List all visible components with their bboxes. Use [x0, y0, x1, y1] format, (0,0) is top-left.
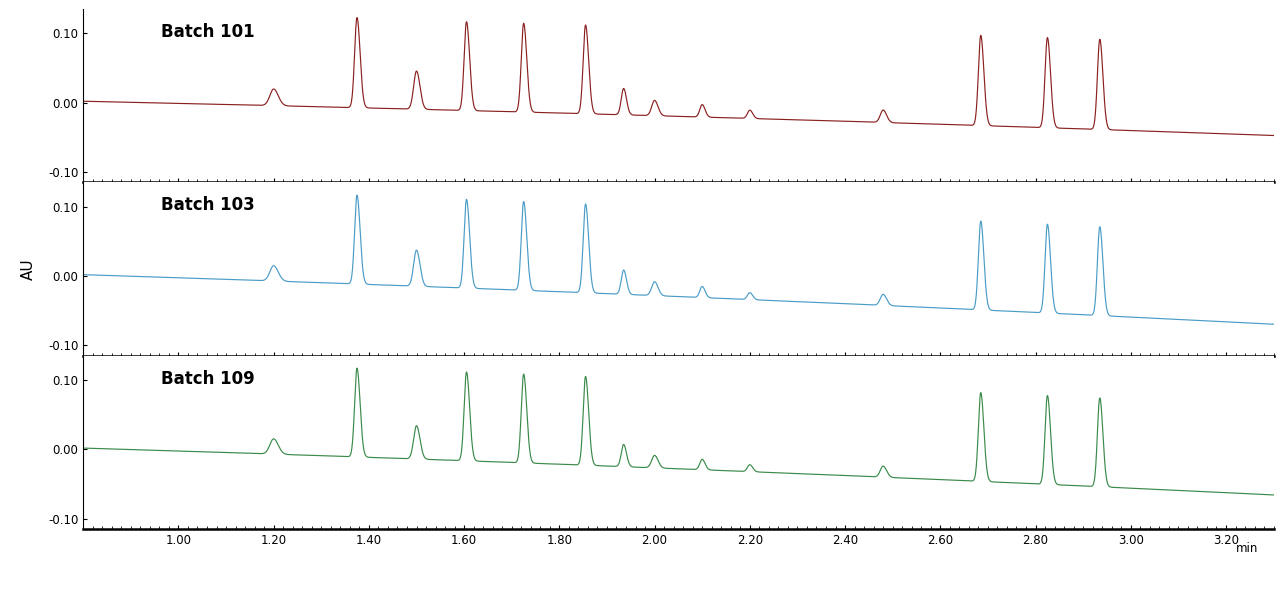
Text: min: min	[1235, 542, 1258, 555]
Text: Batch 109: Batch 109	[160, 370, 255, 388]
Text: AU: AU	[20, 258, 36, 280]
Text: Batch 103: Batch 103	[160, 196, 255, 214]
Text: Batch 101: Batch 101	[160, 23, 255, 41]
